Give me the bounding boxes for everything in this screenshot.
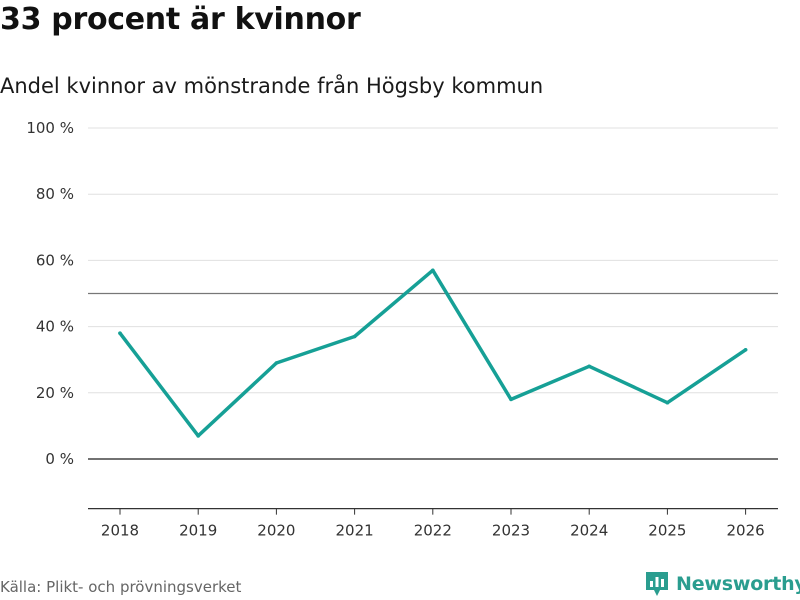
data-point [274, 361, 279, 365]
y-tick-label: 20 % [36, 384, 74, 402]
data-point [509, 397, 513, 402]
y-tick-label: 40 % [36, 318, 74, 336]
y-axis-ticks: 0 % 20 % 40 % 60 % 80 % 100 % [26, 119, 74, 468]
x-tick-label: 2023 [492, 522, 530, 540]
newsworthy-logo-icon [646, 572, 668, 596]
y-tick-label: 0 % [45, 450, 74, 468]
line-chart: 0 % 20 % 40 % 60 % 80 % 100 % 2018 2019 2020 202… [26, 119, 778, 540]
y-tick-label: 60 % [36, 251, 74, 269]
chart-subtitle: Andel kvinnor av mönstrande från Högsby … [0, 74, 544, 98]
data-point [587, 364, 591, 369]
data-point [431, 268, 435, 273]
brand-name: Newsworthy [676, 573, 800, 595]
data-point [743, 347, 748, 352]
x-axis-ticks: 2018 2019 2020 2021 2022 2023 2024 2025 2026 [88, 507, 778, 540]
y-tick-label: 100 % [26, 119, 74, 137]
y-tick-label: 80 % [36, 185, 74, 203]
x-tick-label: 2021 [336, 522, 374, 540]
x-tick-label: 2024 [570, 522, 608, 540]
x-tick-label: 2020 [257, 522, 295, 540]
data-point [352, 334, 357, 339]
series-layer [118, 268, 748, 438]
x-tick-label: 2019 [179, 522, 217, 540]
grid-lines [88, 127, 778, 460]
brand-logo: Newsworthy [644, 570, 800, 598]
data-point [118, 331, 122, 336]
x-tick-label: 2025 [648, 522, 686, 540]
x-tick-label: 2018 [101, 522, 139, 540]
x-tick-label: 2022 [414, 522, 452, 540]
data-point [665, 400, 670, 405]
source-note: Källa: Plikt- och prövningsverket [0, 578, 242, 596]
x-tick-label: 2026 [727, 522, 765, 540]
chart-title: 33 procent är kvinnor [0, 2, 361, 37]
series-line-0 [118, 268, 748, 438]
data-point [196, 434, 200, 438]
